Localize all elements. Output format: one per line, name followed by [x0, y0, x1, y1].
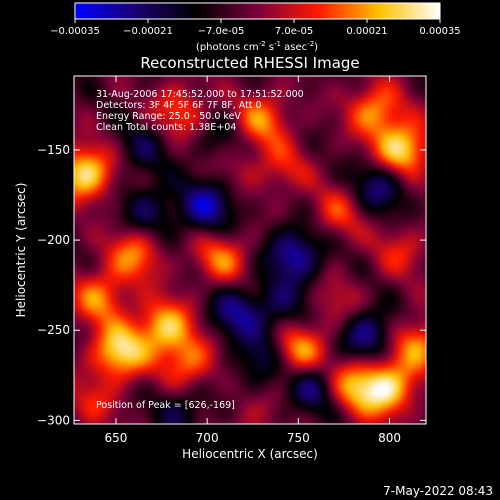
- x-tick-label: 700: [196, 431, 219, 445]
- colorbar: [74, 2, 441, 20]
- x-tick-label: 800: [378, 431, 401, 445]
- x-axis-ticks: 650 700 750 800: [104, 76, 401, 445]
- peak-position-label: Position of Peak = [626,-169]: [96, 400, 235, 411]
- colorbar-tick-label: −7.0e-05: [198, 26, 245, 37]
- y-axis-label: Heliocentric Y (arcsec): [14, 183, 28, 318]
- annotation-energy-range: Energy Range: 25.0 - 50.0 keV: [96, 111, 241, 122]
- colorbar-unit-label: (photons cm-2 s-1 asec-2): [196, 40, 318, 53]
- annotation-total-counts: Clean Total counts: 1.38E+04: [96, 122, 236, 133]
- timestamp: 7-May-2022 08:43: [383, 484, 493, 498]
- y-axis-ticks: −300 −250 −200 −150: [37, 143, 426, 427]
- y-tick-label: −300: [37, 413, 70, 427]
- x-tick-label: 650: [104, 431, 127, 445]
- colorbar-ticks: −0.00035 −0.00021 −7.0e-05 7.0e-05 0.00021 0.…: [50, 19, 461, 37]
- heatmap-image: [74, 76, 426, 424]
- chart-title: Reconstructed RHESSI Image: [140, 54, 359, 72]
- colorbar-tick-label: −0.00021: [123, 26, 173, 37]
- observation-annotations: 31-Aug-2006 17:45:52.000 to 17:51:52.000…: [96, 89, 304, 133]
- y-tick-label: −200: [37, 233, 70, 247]
- colorbar-tick-label: −0.00035: [50, 26, 100, 37]
- x-axis-label: Heliocentric X (arcsec): [182, 447, 318, 461]
- colorbar-tick-label: 7.0e-05: [275, 26, 313, 37]
- y-tick-label: −150: [37, 143, 70, 157]
- annotation-detectors: Detectors: 3F 4F 5F 6F 7F 8F, Att 0: [96, 100, 262, 111]
- annotation-time-range: 31-Aug-2006 17:45:52.000 to 17:51:52.000: [96, 89, 304, 100]
- x-tick-label: 750: [287, 431, 310, 445]
- colorbar-tick-label: 0.00021: [346, 26, 387, 37]
- colorbar-tick-label: 0.00035: [419, 26, 460, 37]
- y-tick-label: −250: [37, 323, 70, 337]
- plot-frame: [73, 75, 427, 425]
